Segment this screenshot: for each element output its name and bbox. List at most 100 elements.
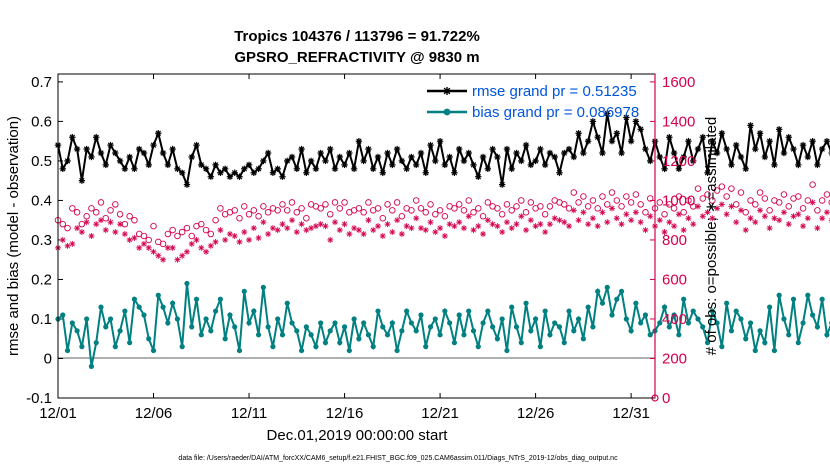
- bias-point: [313, 344, 319, 350]
- y-tick-label: 0.1: [31, 311, 52, 328]
- assimilated-obs-point: [322, 223, 329, 230]
- assimilated-obs-point: [265, 231, 272, 238]
- assimilated-obs-point: [145, 244, 152, 251]
- rmse-point: [245, 161, 253, 169]
- bias-point: [84, 316, 90, 322]
- assimilated-obs-point: [599, 209, 606, 216]
- bias-point: [150, 347, 157, 354]
- rmse-point: [284, 157, 291, 165]
- rmse-point: [761, 153, 769, 161]
- possible-obs-point: [780, 191, 788, 198]
- rmse-point: [169, 145, 176, 153]
- possible-obs-point: [417, 205, 425, 212]
- rmse-point: [756, 130, 764, 137]
- rmse-point: [522, 141, 530, 149]
- possible-obs-point: [64, 224, 71, 232]
- possible-obs-point: [661, 211, 668, 218]
- bias-point: [303, 324, 309, 330]
- possible-obs-point: [594, 205, 601, 212]
- assimilated-obs-point: [203, 248, 210, 255]
- rmse-point: [675, 165, 683, 173]
- rmse-point: [460, 157, 468, 165]
- possible-obs-point: [408, 207, 415, 214]
- possible-obs-point: [823, 191, 830, 198]
- rmse-point: [69, 134, 76, 141]
- bias-point: [547, 332, 553, 338]
- rmse-point: [73, 145, 81, 153]
- assimilated-obs-point: [413, 215, 420, 222]
- rmse-point: [217, 169, 224, 176]
- assimilated-obs-point: [422, 227, 429, 234]
- bias-point: [685, 320, 692, 326]
- rmse-point: [780, 149, 788, 157]
- possible-obs-point: [283, 207, 291, 214]
- legend: rmse grand pr = 0.51235 bias grand pr = …: [427, 83, 639, 121]
- rmse-point: [374, 153, 382, 161]
- rmse-point: [656, 153, 663, 161]
- bias-point: [485, 308, 491, 314]
- y-right-tick-label: 600: [662, 271, 687, 288]
- bias-point: [681, 296, 687, 302]
- possible-obs-point: [188, 232, 195, 240]
- possible-obs-point: [264, 209, 272, 216]
- assimilated-obs-point: [64, 242, 71, 249]
- rmse-point: [594, 134, 601, 141]
- assimilated-obs-point: [293, 229, 300, 236]
- assimilated-obs-point: [59, 236, 66, 243]
- possible-obs-point: [575, 199, 582, 206]
- possible-obs-point: [389, 207, 396, 214]
- possible-obs-point: [245, 211, 253, 218]
- bias-point: [122, 308, 128, 314]
- possible-obs-point: [775, 199, 783, 206]
- rmse-point: [690, 157, 697, 165]
- bias-point: [222, 336, 228, 342]
- possible-obs-point: [116, 211, 124, 218]
- assimilated-obs-point: [432, 229, 439, 236]
- bias-point: [771, 347, 778, 354]
- rmse-point: [403, 165, 410, 173]
- bias-point: [318, 320, 324, 326]
- bias-point: [585, 304, 591, 310]
- rmse-point: [159, 149, 167, 157]
- possible-obs-point: [613, 197, 621, 204]
- possible-obs-point: [260, 203, 267, 210]
- assimilated-obs-point: [527, 217, 534, 224]
- bias-point: [432, 316, 438, 322]
- rmse-point: [570, 153, 578, 161]
- bias-point: [60, 312, 66, 318]
- possible-obs-point: [522, 209, 530, 216]
- rmse-point: [795, 161, 802, 169]
- possible-obs-point: [589, 197, 597, 204]
- assimilated-obs-point: [494, 223, 501, 230]
- assimilated-obs-point: [289, 217, 296, 224]
- assimilated-obs-point: [74, 225, 81, 232]
- assimilated-obs-point: [809, 199, 816, 206]
- possible-obs-point: [317, 205, 324, 212]
- bias-point: [184, 280, 190, 287]
- bias-point: [107, 316, 114, 322]
- rmse-point: [183, 181, 191, 188]
- bias-point: [781, 316, 787, 322]
- assimilated-obs-point: [298, 221, 305, 228]
- assimilated-obs-point: [155, 252, 162, 259]
- possible-obs-point: [322, 201, 329, 208]
- bias-point: [642, 312, 649, 318]
- possible-obs-point: [527, 199, 535, 206]
- assimilated-obs-point: [503, 219, 510, 226]
- rmse-point: [709, 137, 716, 145]
- assimilated-obs-point: [427, 219, 434, 226]
- y-right-tick-label: 400: [662, 311, 687, 328]
- bias-point: [404, 308, 410, 314]
- assimilated-obs-point: [537, 221, 544, 228]
- rmse-point: [532, 157, 539, 165]
- bias-point: [284, 300, 290, 306]
- assimilated-obs-point: [785, 221, 792, 228]
- bias-point: [217, 296, 223, 302]
- possible-obs-point: [561, 201, 568, 208]
- assimilated-obs-point: [279, 221, 286, 228]
- possible-obs-point: [479, 212, 487, 220]
- bias-point: [470, 328, 477, 334]
- possible-obs-point: [795, 193, 802, 200]
- possible-obs-point: [632, 191, 640, 198]
- bias-point: [571, 328, 577, 334]
